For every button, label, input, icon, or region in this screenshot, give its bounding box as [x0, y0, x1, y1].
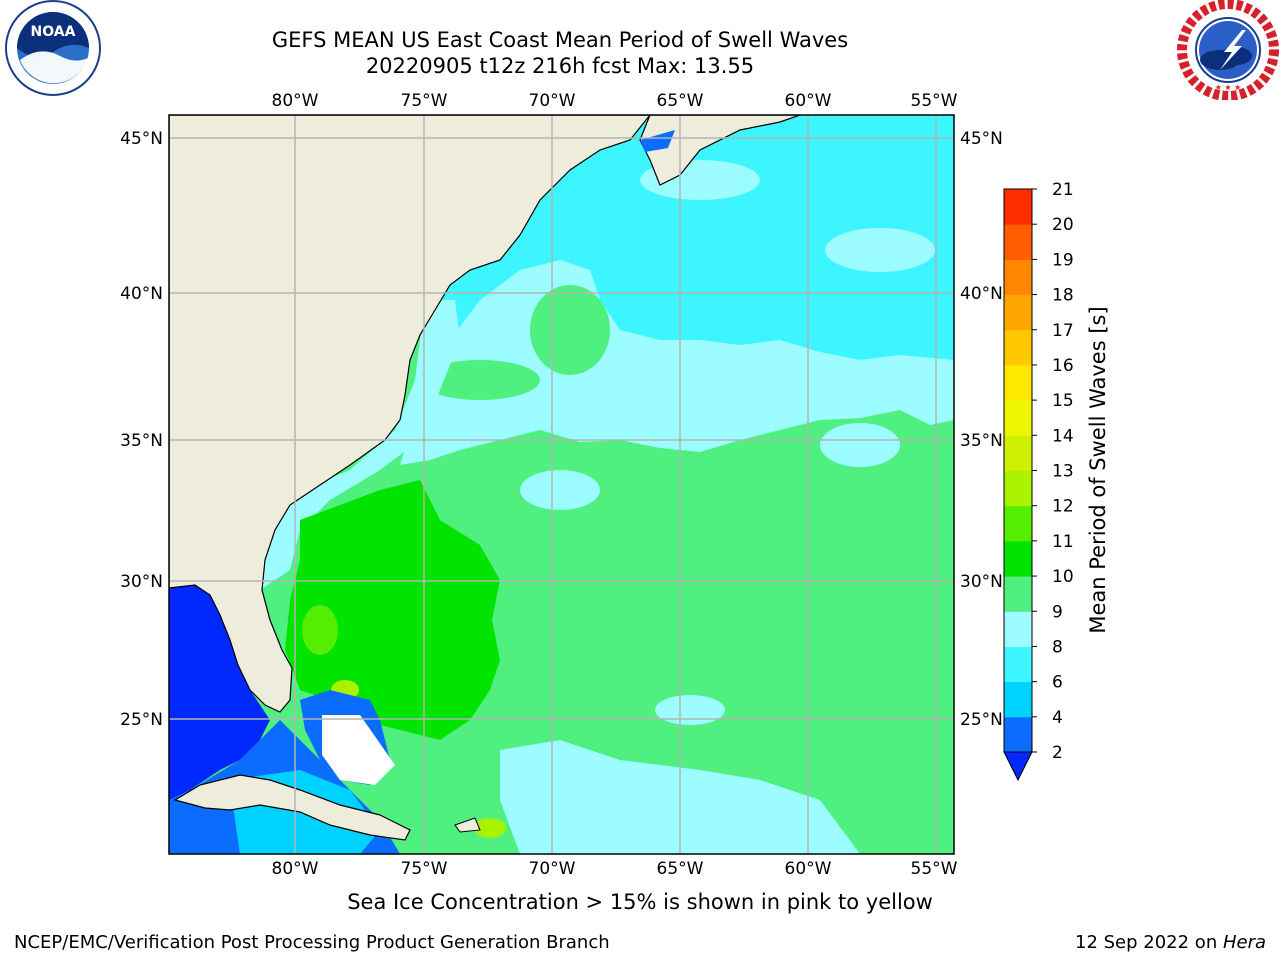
swell-patch: [420, 360, 540, 400]
colorbar-segment: [1004, 400, 1032, 436]
map-subtitle: 20220905 t12z 216h fcst Max: 13.55: [365, 54, 755, 78]
colorbar-segment: [1004, 470, 1032, 507]
land-cuba: [173, 774, 411, 841]
colorbar-segment: [1004, 364, 1032, 401]
bahamas-bank: [322, 715, 395, 785]
colorbar-tick-label: 4: [1052, 708, 1063, 728]
lon-label: 55°W: [911, 859, 958, 879]
colorbar-tick-label: 18: [1052, 286, 1074, 306]
colorbar-segment: [1004, 716, 1032, 753]
colorbar-tick-label: 16: [1052, 356, 1074, 376]
sea-ice-note: Sea Ice Concentration > 15% is shown in …: [347, 890, 933, 914]
swell-patch: [520, 470, 600, 510]
swell-patch: [820, 423, 900, 467]
colorbar-tick-label: 11: [1052, 532, 1074, 552]
colorbar: 2 4 6 8 9 10 11 12 13 14 15 16 17 18 19 20 21: [1003, 180, 1074, 782]
swell-patch: [655, 695, 725, 725]
lon-label: 70°W: [529, 859, 576, 879]
swell-patch: [474, 818, 506, 838]
colorbar-tick-label: 2: [1052, 743, 1063, 763]
colorbar-tick-label: 15: [1052, 391, 1074, 411]
lon-labels-top: 80°W 75°W 70°W 65°W 60°W 55°W: [272, 91, 958, 111]
land-island: [454, 817, 481, 833]
lon-labels-bottom: 80°W 75°W 70°W 65°W 60°W 55°W: [272, 859, 958, 879]
lon-label: 80°W: [272, 859, 319, 879]
colorbar-tick-label: 17: [1052, 321, 1074, 341]
lat-label: 40°N: [120, 284, 163, 304]
colorbar-segment: [1004, 505, 1032, 542]
lat-label: 30°N: [960, 572, 1003, 592]
lat-label: 35°N: [120, 431, 163, 451]
lon-label: 60°W: [785, 91, 832, 111]
colorbar-label: Mean Period of Swell Waves [s]: [1086, 306, 1110, 633]
colorbar-tick-label: 19: [1052, 250, 1074, 270]
map-area: [169, 115, 954, 854]
lat-label: 45°N: [960, 129, 1003, 149]
lon-label: 65°W: [657, 91, 704, 111]
nws-logo-icon: ★ ★ ★: [1177, 0, 1279, 100]
colorbar-segment: [1004, 294, 1032, 331]
colorbar-tick-label: 8: [1052, 637, 1063, 657]
colorbar-tick-label: 14: [1052, 426, 1074, 446]
gulf-deep: [169, 578, 270, 800]
lat-labels-right: 45°N 40°N 35°N 30°N 25°N: [960, 129, 1003, 730]
lon-label: 60°W: [785, 859, 832, 879]
lon-label: 65°W: [657, 859, 704, 879]
colorbar-tick-label: 10: [1052, 567, 1074, 587]
colorbar-tick-label: 13: [1052, 462, 1074, 482]
lat-label: 25°N: [960, 710, 1003, 730]
colorbar-tick-label: 20: [1052, 215, 1074, 235]
lat-labels-left: 45°N 40°N 35°N 30°N 25°N: [120, 129, 163, 730]
footer-machine: Hera: [1222, 932, 1266, 953]
graticule: [169, 115, 954, 854]
svg-text:★ ★ ★: ★ ★ ★: [1215, 83, 1242, 92]
bay-of-fundy: [640, 130, 675, 152]
lon-label: 75°W: [401, 859, 448, 879]
noaa-logo-text: NOAA: [31, 24, 76, 40]
colorbar-segment: [1004, 329, 1032, 366]
colorbar-segment: [1004, 646, 1032, 683]
colorbar-segment: [1004, 435, 1032, 471]
footer-credit: NCEP/EMC/Verification Post Processing Pr…: [14, 932, 610, 953]
noaa-logo-icon: NOAA: [5, 0, 101, 96]
map-frame: [168, 114, 955, 855]
colorbar-segment: [1004, 189, 1032, 225]
colorbar-segment: [1004, 681, 1032, 718]
lon-label: 80°W: [272, 91, 319, 111]
colorbar-tick-label: 12: [1052, 497, 1074, 517]
colorbar-segment: [1004, 259, 1032, 296]
swell-patch: [302, 605, 338, 655]
colorbar-tick-label: 9: [1052, 602, 1063, 622]
footer-date: 12 Sep 2022 on Hera: [1075, 932, 1266, 953]
land-us: [169, 115, 651, 713]
footer-date-text: 12 Sep 2022 on: [1075, 932, 1223, 953]
lon-label: 55°W: [911, 91, 958, 111]
swell-band-10-11s: [285, 480, 500, 740]
colorbar-segment: [1004, 611, 1032, 647]
colorbar-under-arrow: [1003, 751, 1033, 782]
colorbar-segment: [1004, 576, 1032, 612]
lat-label: 35°N: [960, 431, 1003, 451]
lon-label: 75°W: [401, 91, 448, 111]
colorbar-tick-label: 6: [1052, 673, 1063, 693]
lat-label: 30°N: [120, 572, 163, 592]
lat-label: 25°N: [120, 710, 163, 730]
colorbar-segment: [1004, 224, 1032, 260]
lat-label: 45°N: [120, 129, 163, 149]
swell-patch: [825, 228, 935, 272]
map-title: GEFS MEAN US East Coast Mean Period of S…: [271, 28, 849, 52]
colorbar-segment: [1004, 540, 1032, 577]
lat-label: 40°N: [960, 284, 1003, 304]
lon-label: 70°W: [529, 91, 576, 111]
colorbar-tick-label: 21: [1052, 180, 1074, 200]
swell-patch: [530, 285, 610, 375]
